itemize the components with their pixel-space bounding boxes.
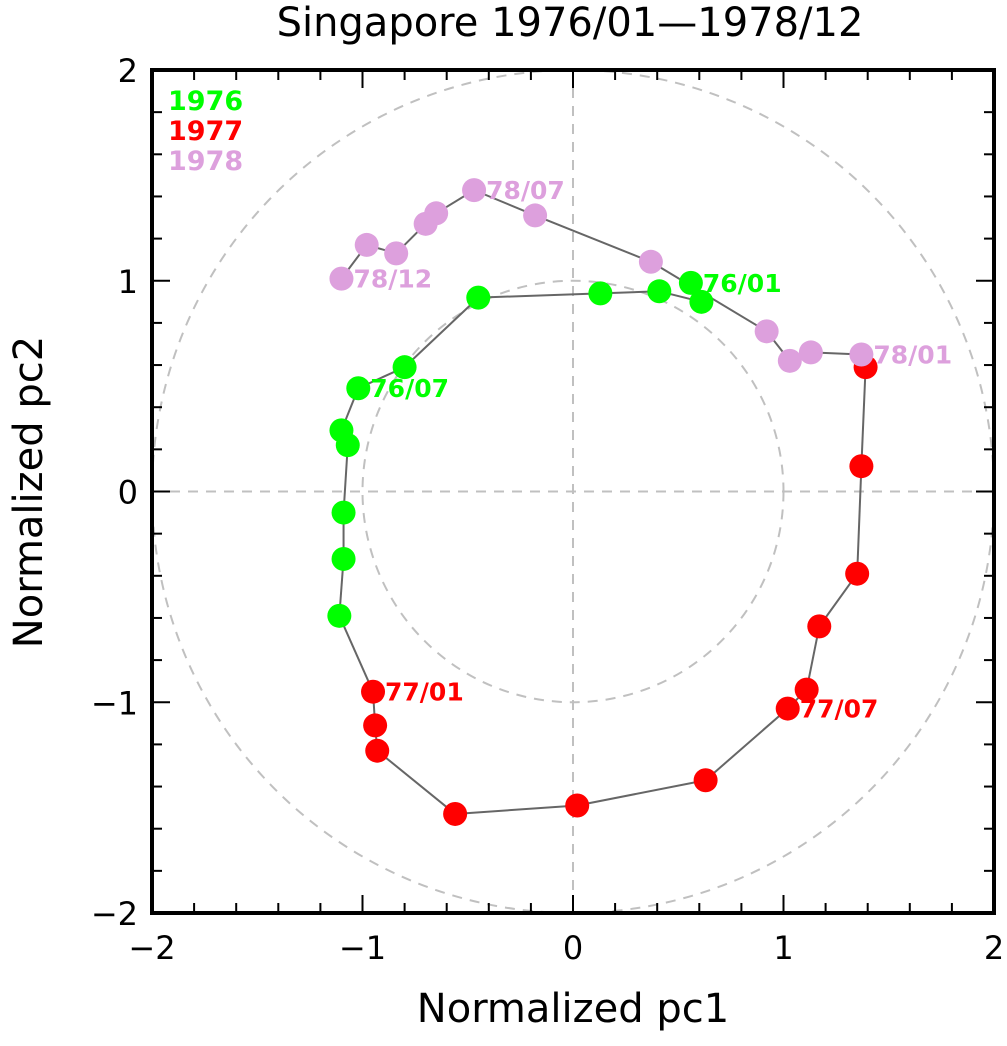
data-point-77-10 bbox=[845, 561, 870, 586]
trajectory-segment bbox=[403, 296, 479, 368]
trajectory-segment bbox=[577, 779, 706, 807]
y-tick-label: 0 bbox=[118, 474, 138, 512]
y-tick-label: 1 bbox=[118, 263, 138, 301]
trajectory-segment bbox=[478, 292, 601, 299]
point-label-78-01: 78/01 bbox=[873, 341, 952, 370]
data-point-78-11 bbox=[354, 232, 379, 257]
point-label-76-01: 76/01 bbox=[703, 269, 782, 298]
reference-grid bbox=[152, 70, 994, 913]
legend-entry-1977: 1977 bbox=[168, 116, 243, 147]
data-point-76-10 bbox=[331, 500, 356, 525]
data-point-76-07 bbox=[346, 376, 371, 401]
reference-circle-r1 bbox=[361, 279, 785, 704]
y-axis-label: Normalized pc2 bbox=[6, 336, 52, 648]
y-tick-label: −1 bbox=[91, 684, 138, 722]
x-tick-label: 0 bbox=[563, 929, 583, 967]
point-label-77-01: 77/01 bbox=[385, 678, 464, 707]
x-tick-label: 1 bbox=[773, 929, 793, 967]
y-tick-label: 2 bbox=[118, 52, 138, 90]
data-point-77-09 bbox=[807, 614, 832, 639]
point-label-78-12: 78/12 bbox=[353, 265, 432, 294]
y-tick-label: −2 bbox=[91, 895, 138, 933]
data-point-76-03 bbox=[647, 279, 672, 304]
data-point-77-05 bbox=[565, 793, 590, 818]
chart-title: Singapore 1976/01—1978/12 bbox=[277, 0, 864, 46]
x-tick-label: −1 bbox=[339, 929, 386, 967]
x-tick-label: 2 bbox=[984, 929, 1004, 967]
x-axis-label: Normalized pc1 bbox=[417, 986, 729, 1032]
trajectory-segment bbox=[455, 804, 578, 815]
data-point-78-09 bbox=[413, 211, 438, 236]
data-point-76-12 bbox=[327, 603, 352, 628]
data-point-78-07 bbox=[462, 178, 487, 203]
data-point-78-02 bbox=[798, 340, 823, 365]
data-point-77-08 bbox=[794, 677, 819, 702]
data-point-77-11 bbox=[849, 454, 874, 479]
axis-ticks: −2 −1 0 1 2 −2 −1 0 1 2 bbox=[91, 52, 1004, 967]
legend-entry-1978: 1978 bbox=[168, 146, 243, 177]
data-point-78-10 bbox=[384, 241, 409, 266]
point-label-76-07: 76/07 bbox=[370, 374, 449, 403]
data-point-76-01 bbox=[678, 270, 703, 295]
data-point-77-02 bbox=[363, 713, 388, 738]
x-tick-label: −2 bbox=[128, 929, 175, 967]
data-point-78-06 bbox=[523, 203, 548, 228]
data-point-77-04 bbox=[443, 801, 468, 826]
data-point-76-11 bbox=[331, 546, 356, 571]
point-label-77-07: 77/07 bbox=[800, 695, 879, 724]
data-point-78-05 bbox=[638, 249, 663, 274]
point-label-78-07: 78/07 bbox=[486, 176, 565, 205]
data-point-77-07 bbox=[775, 696, 800, 721]
trajectory-segment bbox=[856, 466, 863, 574]
trajectory-segment bbox=[338, 615, 374, 693]
data-points bbox=[327, 178, 878, 826]
point-labels: 76/01 76/07 77/01 77/07 78/01 78/07 78/12 bbox=[353, 176, 952, 723]
data-point-77-06 bbox=[693, 768, 718, 793]
data-point-76-04 bbox=[588, 281, 613, 306]
data-point-76-05 bbox=[466, 285, 491, 310]
data-point-76-09 bbox=[335, 433, 360, 458]
data-point-78-04 bbox=[754, 319, 779, 344]
trajectory-segment bbox=[860, 367, 867, 467]
data-point-76-06 bbox=[392, 355, 417, 380]
trajectory-segment bbox=[376, 749, 456, 815]
trajectory-segment bbox=[534, 214, 652, 263]
data-point-77-01 bbox=[361, 679, 386, 704]
data-point-77-03 bbox=[365, 738, 390, 763]
legend-entry-1976: 1976 bbox=[168, 86, 243, 117]
data-point-78-12 bbox=[329, 266, 354, 291]
data-point-76-02 bbox=[689, 289, 714, 314]
trajectory-segment bbox=[704, 707, 789, 781]
data-point-78-01 bbox=[849, 342, 874, 367]
data-point-78-03 bbox=[777, 348, 802, 373]
